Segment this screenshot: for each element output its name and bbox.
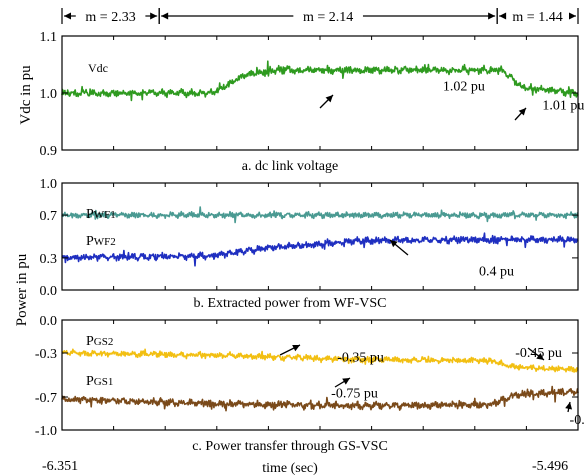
annotation-label: 0.4 pu	[479, 265, 514, 280]
series-line-pgs1	[61, 385, 579, 412]
panel-3: 0.0 -0.3 -0.7 -1.0 -0.35 pu -0.75 pu -0.45 pu -…	[35, 314, 584, 475]
series-label-pgs2: PGS2	[86, 334, 113, 349]
plot-frame	[61, 319, 579, 431]
annotation-label: -0.75 pu	[331, 387, 378, 402]
modulation-label: m = 1.44	[512, 10, 562, 25]
annotation-arrowhead	[325, 95, 333, 103]
y-tick-label: 1.0	[40, 177, 58, 192]
y-tick-label: 0.9	[40, 144, 58, 159]
panel-caption: b. Extracted power from WF-VSC	[194, 296, 387, 311]
y-tick-label: -0.3	[35, 347, 57, 362]
annotation-arrowhead	[536, 353, 544, 360]
modulation-arrowhead	[499, 12, 507, 20]
series-label-pwf2: PWF2	[86, 234, 116, 249]
y-axis-label: Vdc in pu	[18, 65, 34, 125]
series-line-pgs2	[61, 348, 579, 373]
annotation-label: 1.01 pu	[542, 98, 584, 113]
annotation-label: -0.45 pu	[515, 346, 562, 361]
series-line-vdc	[61, 60, 579, 102]
y-tick-label: 0.7	[40, 209, 58, 224]
x-tick-label: -5.496	[532, 459, 568, 474]
y-tick-label: 1.0	[40, 87, 58, 102]
modulation-arrowhead	[150, 12, 158, 20]
y-tick-label: 1.1	[40, 30, 58, 45]
annotation-arrowhead	[565, 402, 573, 410]
modulation-arrowhead	[569, 12, 576, 20]
annotation-arrowhead	[518, 108, 526, 116]
modulation-label: m = 2.33	[85, 10, 135, 25]
series-label-pwf1: PWF1	[86, 207, 116, 222]
panel-2: 1.0 0.7 0.3 0.0 0.4 pu b. Extracted power fro…	[14, 177, 579, 326]
x-tick-label: -6.351	[42, 459, 78, 474]
panel-caption: c. Power transfer through GS-VSC	[192, 439, 388, 454]
modulation-arrowhead	[488, 12, 496, 20]
y-tick-label: -0.7	[35, 391, 57, 406]
y-tick-label: 0.0	[40, 284, 58, 299]
y-axis-label: Power in pu	[14, 253, 30, 326]
y-tick-label: 0.0	[40, 314, 58, 329]
modulation-arrowhead	[161, 12, 169, 20]
annotation-label: -0.35 pu	[337, 350, 384, 365]
annotation-label: -0.65 pu	[570, 413, 584, 428]
series-label-vdc: Vdc	[88, 61, 108, 75]
annotation-arrowhead	[342, 378, 350, 385]
panel-caption: a. dc link voltage	[242, 159, 338, 174]
annotation-arrowhead	[390, 240, 398, 248]
y-tick-label: 0.3	[40, 252, 58, 267]
series-line-pwf1	[61, 206, 579, 224]
y-tick-label: -1.0	[35, 424, 57, 439]
series-label-pgs1: PGS1	[86, 374, 113, 389]
panel-1: 1.1 1.0 0.9 1.02 pu 1.01 pu a. dc link voltag…	[18, 30, 584, 174]
series-line-pwf2	[61, 232, 579, 267]
x-axis-label: time (sec)	[262, 461, 318, 475]
annotation-arrowhead	[292, 345, 300, 352]
modulation-arrowhead	[64, 12, 71, 20]
modulation-label: m = 2.14	[303, 10, 353, 25]
annotation-label: 1.02 pu	[443, 80, 485, 95]
